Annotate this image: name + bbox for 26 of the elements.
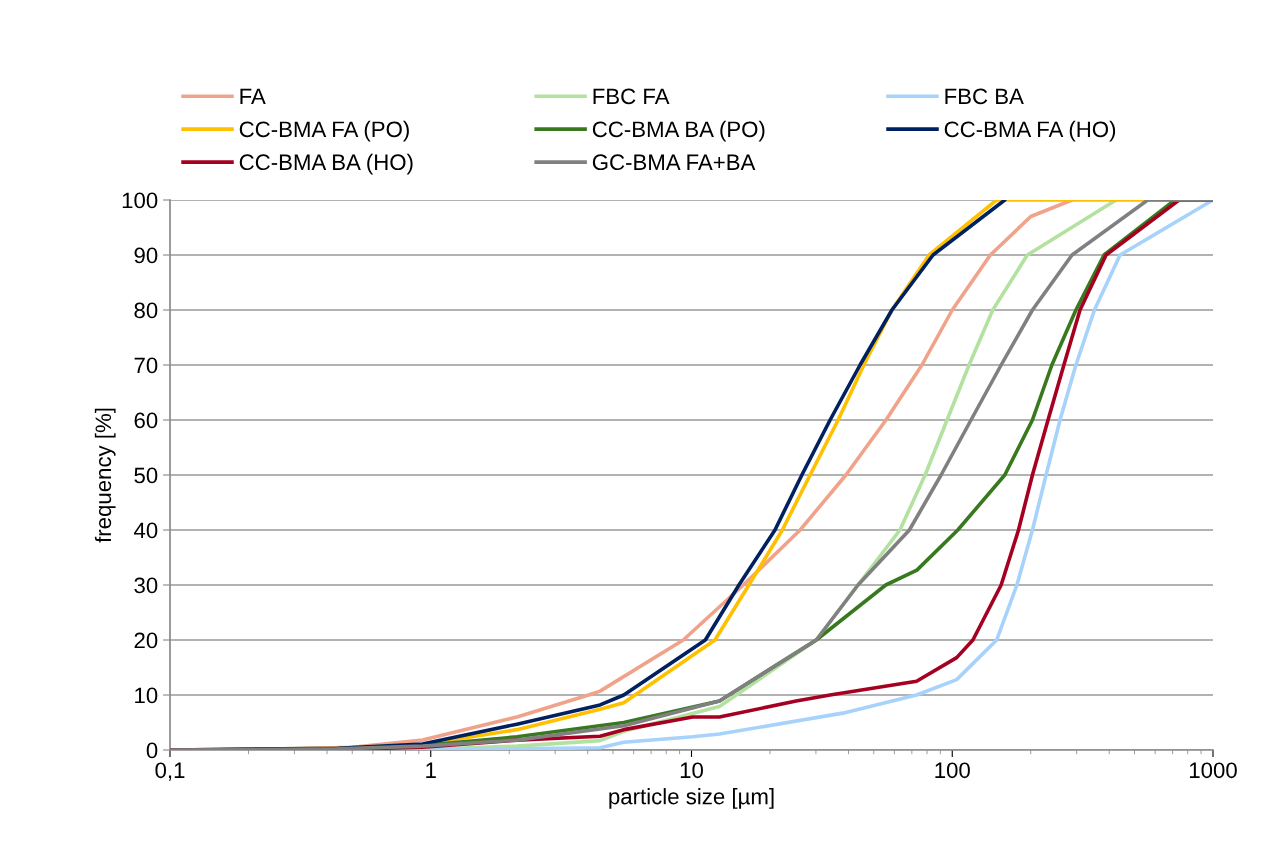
y-tick-label: 10 xyxy=(135,687,158,704)
x-tick-label: 0,1 xyxy=(155,762,185,781)
legend-label: FBC BA xyxy=(945,88,1024,105)
y-tick-label: 20 xyxy=(134,632,158,649)
x-tick-label: 100 xyxy=(935,762,970,779)
x-tick-label: 10 xyxy=(680,762,703,779)
y-tick-label: 30 xyxy=(134,577,158,594)
legend-label: CC-BMA FA (HO) xyxy=(944,120,1116,142)
legend-label: CC-BMA FA (PO) xyxy=(239,120,409,142)
x-axis-title: particle size [µm] xyxy=(609,788,774,809)
y-tick-label: 40 xyxy=(133,522,158,539)
y-tick-label: 60 xyxy=(134,412,158,429)
y-tick-label: 100 xyxy=(122,192,158,209)
legend-label: FA xyxy=(240,88,266,105)
legend-label: CC-BMA BA (HO) xyxy=(239,153,413,175)
y-tick-label: 90 xyxy=(134,247,158,264)
y-axis-title: frequency [%] xyxy=(94,408,116,543)
y-tick-label: 70 xyxy=(134,357,158,374)
x-tick-label: 1000 xyxy=(1189,762,1237,779)
legend-label: CC-BMA BA (PO) xyxy=(592,120,765,142)
x-tick-label: 1 xyxy=(426,762,436,778)
legend-label: GC-BMA FA+BA xyxy=(592,154,756,171)
legend-label: FBC FA xyxy=(593,88,670,105)
y-tick-label: 50 xyxy=(134,467,158,484)
y-tick-label: 0 xyxy=(146,742,158,759)
y-tick-label: 80 xyxy=(134,302,158,319)
